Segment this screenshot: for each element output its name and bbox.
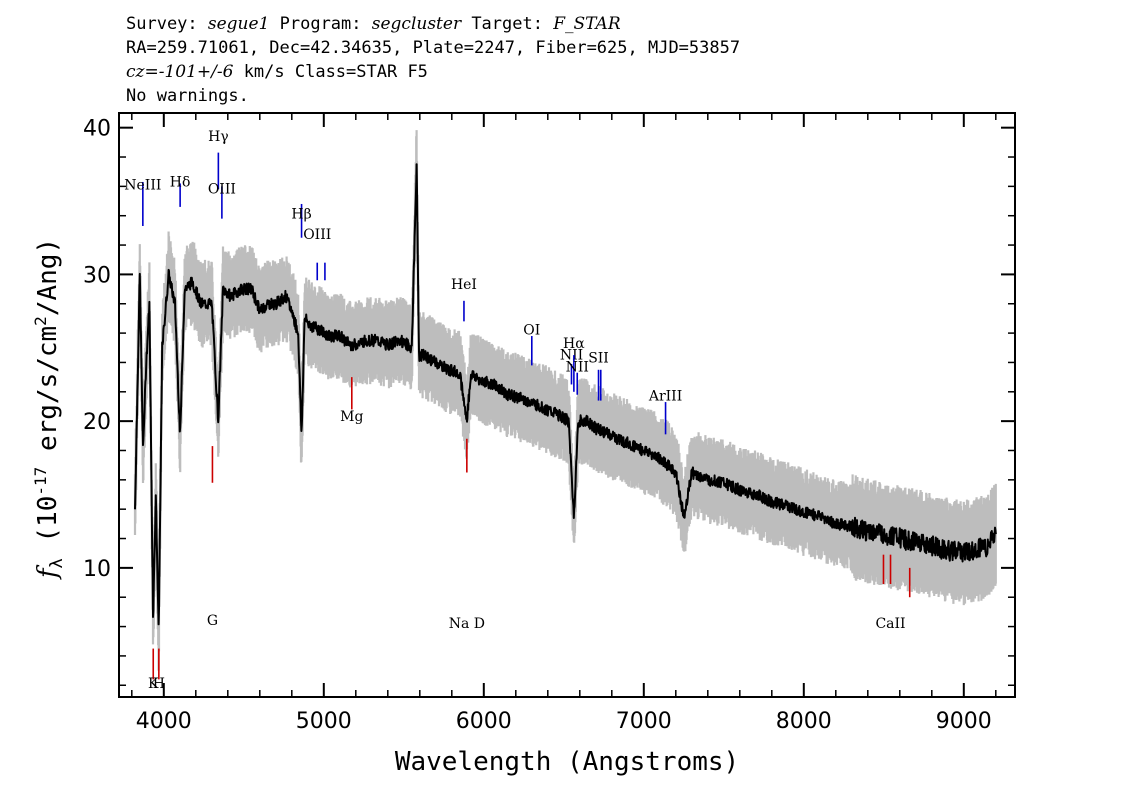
y-axis-title-unit-end: /Ang) — [33, 238, 63, 316]
x-axis-title: Wavelength (Angstroms) — [395, 747, 739, 777]
plot-header: Survey: segue1 Program: segcluster Targe… — [126, 14, 740, 106]
absorption-line-label: K — [148, 676, 159, 692]
header-survey-part-3: segcluster — [372, 14, 462, 34]
header-warnings-line: No warnings. — [126, 86, 249, 106]
y-tick-label: 10 — [83, 557, 111, 582]
y-tick-label: 40 — [83, 117, 111, 142]
x-tick-label: 5000 — [296, 709, 352, 734]
absorption-line-label: G — [207, 613, 218, 629]
x-tick-label: 9000 — [936, 709, 992, 734]
emission-line-label: Hα — [563, 336, 585, 352]
spectrum-line — [134, 163, 997, 626]
emission-line-label: Hβ — [291, 207, 311, 223]
absorption-line-label: Na D — [449, 616, 485, 632]
plot-area: 4000 5000 6000 7000 8000 9000 10 20 30 40 NeIII Hδ H… — [83, 112, 1016, 734]
x-axis-title-group: Wavelength (Angstroms) — [395, 747, 739, 777]
y-axis-title-group: fλ (10-17 erg/s/cm2/Ang) — [31, 238, 67, 580]
absorption-line-label: CaII — [875, 616, 905, 632]
emission-line-label: Hδ — [170, 174, 191, 190]
x-tick-label: 6000 — [456, 709, 512, 734]
x-tick-label: 4000 — [136, 709, 192, 734]
header-survey-part-1: segue1 — [208, 14, 270, 34]
absorption-line-label: Mg — [340, 409, 363, 425]
y-axis-title-subscript: λ — [47, 558, 67, 568]
header-survey-part-2: Program: — [269, 14, 371, 34]
emission-line-label: SII — [588, 350, 609, 366]
error-band — [133, 130, 997, 671]
emission-line-label: NII — [566, 359, 589, 375]
y-axis-title-exponent: -17 — [31, 467, 50, 496]
header-survey-part-4: Target: — [461, 14, 553, 34]
emission-line-label: NII — [560, 348, 583, 364]
y-tick-label: 30 — [83, 263, 111, 288]
y-axis-title: fλ (10-17 erg/s/cm2/Ang) — [31, 238, 67, 580]
header-redshift-part-0: cz=-101+/-6 — [126, 62, 234, 82]
x-tick-label: 7000 — [616, 709, 672, 734]
emission-line-label: OI — [523, 323, 540, 339]
header-redshift-line: cz=-101+/-6 km/s Class=STAR F5 — [126, 62, 428, 82]
header-survey-part-5: F_STAR — [552, 14, 621, 34]
header-redshift-part-1: km/s Class=STAR F5 — [233, 62, 427, 82]
header-survey-part-0: Survey: — [126, 14, 208, 34]
y-axis-title-unit: erg/s/cm — [33, 326, 63, 467]
emission-line-label: OIII — [303, 227, 331, 243]
emission-line-label: Hγ — [208, 129, 229, 145]
y-axis-title-exponent2: 2 — [31, 316, 50, 326]
x-tick-label: 8000 — [776, 709, 832, 734]
plot-frame — [118, 112, 1016, 698]
header-survey-line: Survey: segue1 Program: segcluster Targe… — [126, 14, 621, 34]
y-tick-label: 20 — [83, 410, 111, 435]
absorption-line-label: H — [153, 676, 165, 692]
emission-line-label: OIII — [208, 182, 236, 198]
y-axis-title-unit-scale: (10 — [33, 496, 63, 559]
header-coordinates-line: RA=259.71061, Dec=42.34635, Plate=2247, … — [126, 38, 740, 58]
emission-line-label: HeI — [451, 277, 477, 293]
emission-line-label: ArIII — [648, 389, 682, 405]
emission-line-label: NeIII — [124, 177, 161, 193]
